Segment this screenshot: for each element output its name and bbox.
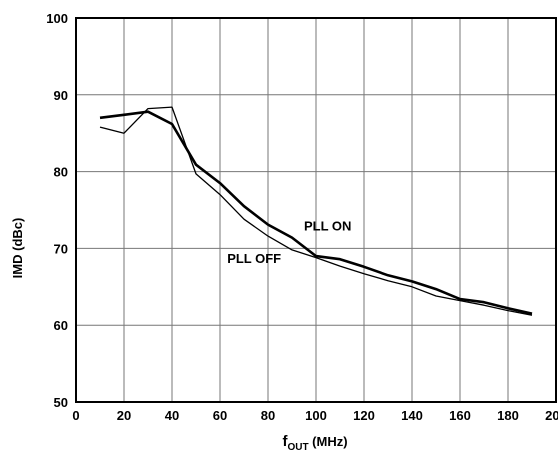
y-tick-label: 80	[54, 165, 68, 180]
y-axis-label: IMD (dBc)	[10, 218, 25, 279]
x-tick-label: 180	[497, 408, 519, 423]
series-lines	[99, 106, 533, 316]
x-axis-label-rest: (MHz)	[309, 434, 348, 449]
grid	[75, 17, 557, 403]
x-axis-label-main: f	[282, 433, 288, 450]
annotations: PLL ON PLL OFF	[227, 219, 351, 266]
y-tick-label: 90	[54, 88, 68, 103]
x-tick-label: 200	[545, 408, 558, 423]
x-tick-label: 80	[261, 408, 275, 423]
y-tick-label: 100	[46, 11, 68, 26]
y-tick-label: 70	[54, 241, 68, 256]
x-axis-label-sub: OUT	[287, 442, 308, 453]
x-tick-label: 40	[165, 408, 179, 423]
y-tick-labels: 50 60 70 80 90 100	[46, 11, 68, 410]
x-axis-label: fOUT (MHz)	[282, 433, 347, 453]
y-tick-label: 50	[54, 395, 68, 410]
annotation-pll-on: PLL ON	[304, 219, 351, 234]
x-tick-label: 60	[213, 408, 227, 423]
series-line-pll-off	[99, 106, 533, 316]
x-tick-label: 0	[72, 408, 79, 423]
x-tick-label: 100	[305, 408, 327, 423]
x-tick-labels: 0 20 40 60 80 100 120 140 160 180 200	[72, 408, 558, 423]
y-tick-label: 60	[54, 318, 68, 333]
x-tick-label: 140	[401, 408, 423, 423]
series-line-pll-on	[99, 110, 533, 315]
x-tick-label: 20	[117, 408, 131, 423]
x-tick-label: 120	[353, 408, 375, 423]
plot-frame	[75, 17, 557, 403]
annotation-pll-off: PLL OFF	[227, 251, 281, 266]
x-tick-label: 160	[449, 408, 471, 423]
